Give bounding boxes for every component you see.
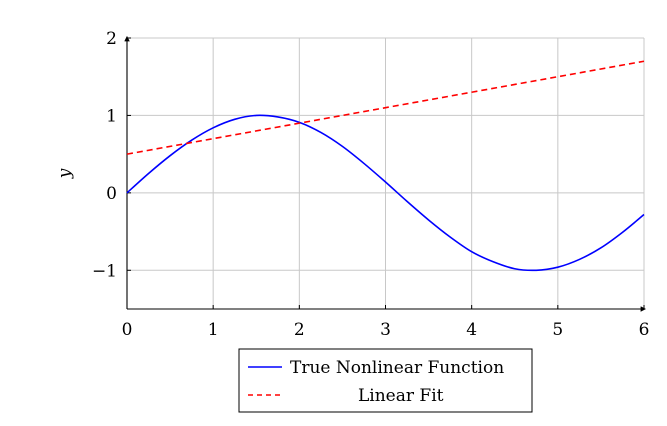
y-tick-label-0: −1	[92, 261, 117, 281]
legend-box	[238, 348, 533, 413]
y-tick-label-3: 2	[106, 29, 117, 49]
y-tick-label-1: 0	[106, 184, 117, 204]
x-tick-label-4: 4	[466, 320, 477, 340]
x-tick-label-3: 3	[380, 320, 391, 340]
legend: True Nonlinear Function Linear Fit	[238, 348, 533, 413]
x-tick-label-0: 0	[122, 320, 133, 340]
axes	[124, 35, 647, 312]
y-axis-label: y	[55, 168, 75, 179]
series-line-linear-fit	[126, 60, 645, 155]
series-line-true-nonlinear-function	[126, 114, 645, 272]
tick-labels: 0 1 2 3 4 5 6 −1 0 1 2	[92, 29, 649, 340]
y-tick-label-2: 1	[106, 106, 117, 126]
series-group	[126, 60, 645, 272]
x-tick-label-5: 5	[552, 320, 563, 340]
grid	[126, 37, 645, 309]
x-tick-label-2: 2	[294, 320, 305, 340]
x-tick-label-1: 1	[208, 320, 219, 340]
x-tick-label-6: 6	[639, 320, 650, 340]
legend-label-true-nonlinear-function: True Nonlinear Function	[290, 358, 504, 378]
legend-label-linear-fit: Linear Fit	[358, 386, 444, 406]
